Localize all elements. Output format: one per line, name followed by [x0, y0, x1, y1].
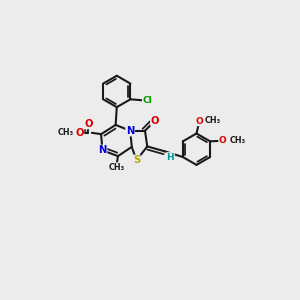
Text: CH₃: CH₃ — [109, 163, 125, 172]
Text: H: H — [167, 153, 174, 162]
Text: O: O — [151, 116, 159, 125]
Text: O: O — [75, 128, 84, 138]
Text: O: O — [196, 116, 203, 125]
Text: O: O — [219, 136, 227, 146]
Text: CH₃: CH₃ — [205, 116, 221, 125]
Text: CH₃: CH₃ — [230, 136, 246, 145]
Text: CH₃: CH₃ — [57, 128, 74, 137]
Text: N: N — [98, 145, 107, 155]
Text: S: S — [133, 155, 140, 165]
Text: Cl: Cl — [142, 96, 152, 105]
Text: O: O — [84, 118, 93, 128]
Text: N: N — [126, 126, 134, 136]
